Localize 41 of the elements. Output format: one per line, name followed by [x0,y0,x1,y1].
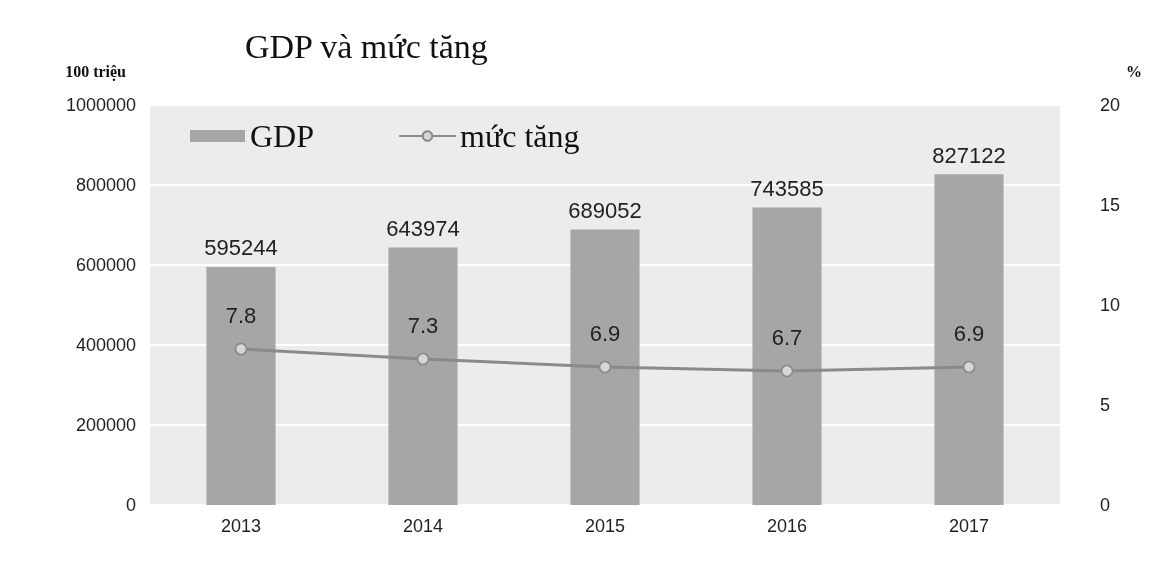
data-label: 6.9 [589,321,621,347]
data-label: 827122 [932,142,1006,168]
data-label: 7.3 [407,313,439,339]
chart-title: GDP và mức tăng [245,27,488,65]
bar [752,207,822,505]
y2-tick-label: 5 [1100,395,1111,415]
x-tick-label: 2017 [948,516,990,536]
y2-tick-label: 0 [1100,495,1111,515]
data-label: 643974 [386,215,460,241]
data-label: 689052 [568,197,642,223]
y-tick-label: 800000 [75,175,136,195]
point [234,342,248,356]
x-tick-label: 2014 [402,516,444,536]
bar [206,266,276,505]
data-label: 743585 [750,176,824,202]
y-tick-label: 1000000 [65,95,136,115]
x-tick-label: 2016 [766,516,808,536]
legend-label: mức tăng [460,118,580,154]
point [962,360,976,374]
data-label: 6.9 [953,321,985,347]
x-tick-label: 2013 [220,516,262,536]
x-tick-label: 2015 [584,516,626,536]
legend-label: GDP [250,118,315,154]
bar [388,247,458,505]
data-label: 595244 [204,235,278,261]
y-tick-label: 0 [125,495,136,515]
data-label: 7.8 [225,303,257,329]
y2-tick-label: 15 [1100,195,1121,215]
data-label: 6.7 [771,325,803,351]
point [598,360,612,374]
point [780,364,794,378]
y-tick-label: 200000 [75,415,136,435]
y2-axis-title: % [1126,62,1142,80]
y-tick-label: 400000 [75,335,136,355]
y-axis-title: 100 triệu [65,62,127,81]
y2-tick-label: 20 [1100,95,1121,115]
bar [570,229,640,505]
point [416,352,430,366]
y-tick-label: 600000 [75,255,136,275]
y2-tick-label: 10 [1100,295,1121,315]
bar [934,174,1004,505]
